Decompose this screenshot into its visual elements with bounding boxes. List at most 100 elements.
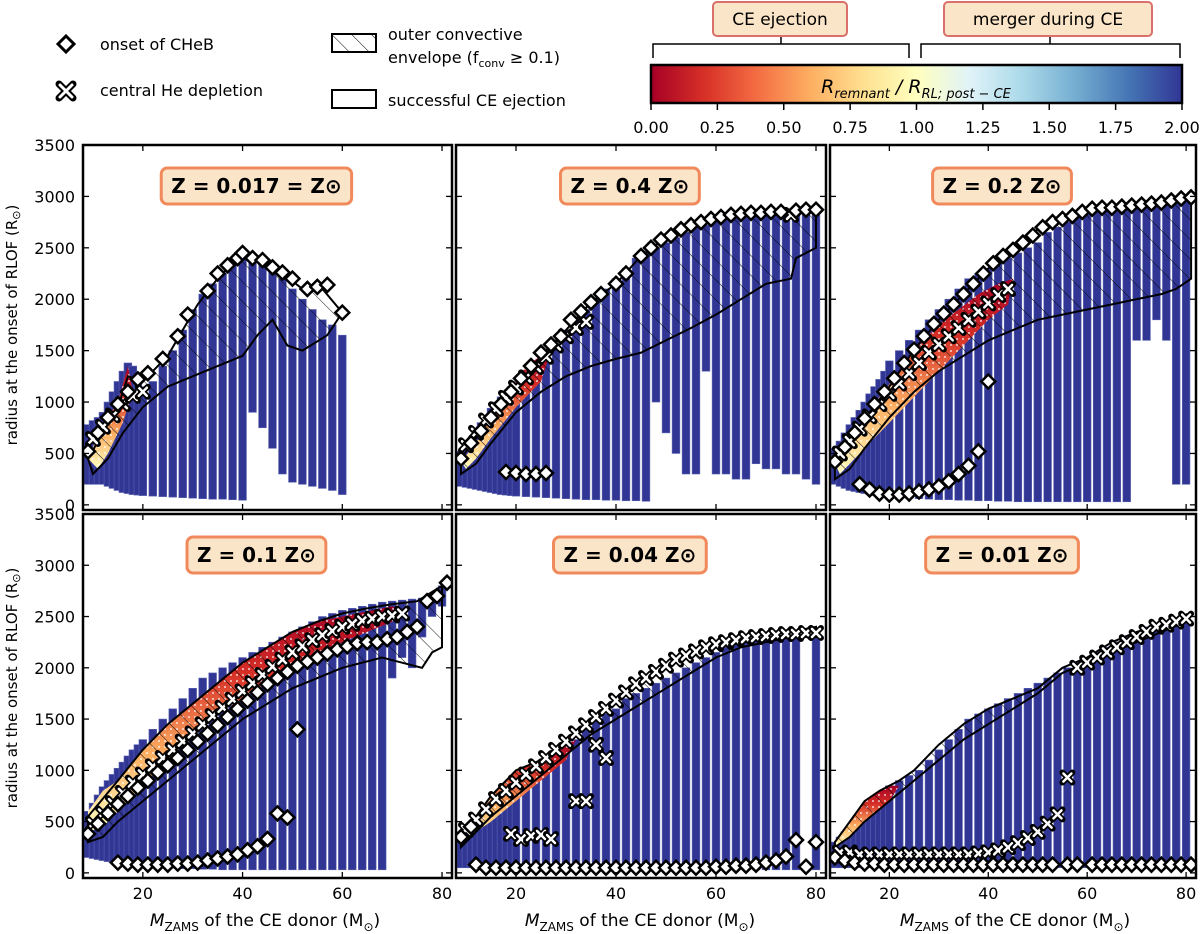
cheb-marker — [99, 804, 117, 823]
cheb-marker — [119, 787, 137, 805]
bar — [964, 278, 973, 501]
y-tick-label: 3500 — [34, 136, 75, 155]
bar — [308, 621, 317, 871]
cheb-marker — [949, 465, 968, 483]
cheb-marker — [333, 303, 352, 322]
cheb-marker — [288, 720, 307, 739]
legend-convective-line2: envelope (fconv ≥ 0.1) — [388, 48, 560, 70]
bar — [1033, 682, 1042, 869]
cheb-marker — [428, 587, 446, 605]
cheb-marker — [218, 708, 237, 726]
panel-title-text: Z = 0.2 Z⊙ — [943, 174, 1062, 198]
bar — [178, 698, 187, 870]
cheb-marker — [139, 771, 157, 790]
bar — [711, 652, 721, 871]
bar — [811, 209, 821, 485]
colorbar-tick-label: 1.00 — [899, 118, 935, 137]
y-tick-label: 0 — [65, 864, 75, 883]
bar — [358, 605, 367, 871]
cheb-marker — [939, 472, 958, 490]
cheb-marker — [129, 779, 147, 797]
cheb-marker — [268, 804, 287, 823]
panel-4: 0 500 1000 1500 2000 2500 3000 3500 20 40 60 80 Z = … — [34, 505, 454, 903]
cheb-marker — [462, 817, 480, 836]
y-tick-label: 2000 — [34, 290, 75, 309]
bar — [701, 657, 711, 871]
bar — [368, 603, 377, 871]
bar — [731, 643, 741, 871]
x-tick-label: 80 — [1176, 884, 1196, 903]
bar — [721, 646, 731, 871]
cheb-marker — [248, 683, 267, 702]
bar — [601, 288, 611, 501]
bar — [1162, 621, 1171, 869]
colorbar-tick-label: 0.25 — [700, 118, 736, 137]
bar — [338, 334, 347, 495]
y-tick-label: 1500 — [34, 342, 75, 361]
colorbar-tick-label: 1.50 — [1031, 118, 1067, 137]
x-axis-label-2: MZAMS of the CE donor (M⊙) — [525, 911, 755, 934]
cheb-marker — [198, 282, 217, 300]
cheb-marker — [642, 239, 660, 257]
bar — [551, 759, 561, 871]
panel-title-text: Z = 0.4 Z⊙ — [570, 174, 689, 198]
cheb-marker — [482, 408, 500, 427]
x-tick-label: 60 — [1077, 884, 1097, 903]
bar — [751, 638, 761, 871]
cheb-marker — [1004, 241, 1022, 259]
y-tick-label: 2500 — [34, 608, 75, 627]
bar — [268, 641, 277, 871]
cheb-marker — [119, 382, 137, 401]
panel-title: Z = 0.04 Z⊙ — [552, 535, 708, 575]
bar — [781, 632, 791, 871]
panel-frame — [81, 143, 454, 512]
he-depletion-marker — [1118, 634, 1135, 651]
bar — [1083, 657, 1092, 869]
panel-6: 20 40 60 80 Z = 0.01 Z⊙ — [828, 512, 1198, 903]
cheb-marker — [253, 251, 272, 269]
he-depletion-marker — [304, 632, 321, 649]
bar — [338, 610, 347, 871]
cheb-marker — [572, 302, 590, 321]
cheb-marker — [228, 700, 247, 718]
panel-title: Z = 0.1 Z⊙ — [185, 535, 328, 575]
bar — [681, 667, 691, 871]
legend-ejection: successful CE ejection — [331, 89, 566, 110]
cheb-marker — [1043, 855, 1062, 874]
bar — [944, 298, 953, 501]
cheb-marker — [218, 256, 237, 275]
cheb-marker — [954, 285, 973, 303]
cheb-marker — [974, 264, 993, 283]
cheb-marker — [632, 247, 650, 265]
he-depletion-marker — [543, 831, 559, 848]
cheb-marker — [178, 305, 197, 324]
cheb-marker — [777, 847, 795, 866]
bar — [771, 634, 781, 871]
cheb-marker — [233, 244, 252, 262]
bar — [661, 677, 671, 871]
cheb-marker — [934, 304, 953, 323]
cheb-marker — [836, 851, 854, 870]
cheb-marker — [797, 857, 815, 876]
cheb-marker — [238, 691, 257, 710]
y-tick-label: 2000 — [34, 659, 75, 678]
cheb-marker — [208, 264, 227, 283]
cheb-marker — [159, 756, 177, 774]
cheb-marker — [807, 833, 825, 851]
x-tick-label: 80 — [806, 884, 826, 903]
cheb-marker — [1068, 855, 1087, 874]
cheb-marker — [537, 464, 555, 482]
bar — [974, 713, 983, 869]
bar — [1063, 667, 1072, 869]
bar — [228, 662, 237, 871]
cheb-marker — [662, 226, 680, 245]
panel-1: 0 500 1000 1500 2000 2500 3000 3500 Z = 0.017 = … — [34, 136, 454, 515]
bar — [541, 770, 551, 871]
legend-convective-line1: outer convective — [388, 25, 523, 44]
cheb-marker — [885, 369, 904, 388]
bar — [601, 713, 611, 871]
cheb-marker — [915, 327, 933, 346]
bar — [318, 616, 327, 871]
he-depletion-marker — [1079, 654, 1096, 671]
colorbar-tick-label: 1.25 — [965, 118, 1001, 137]
